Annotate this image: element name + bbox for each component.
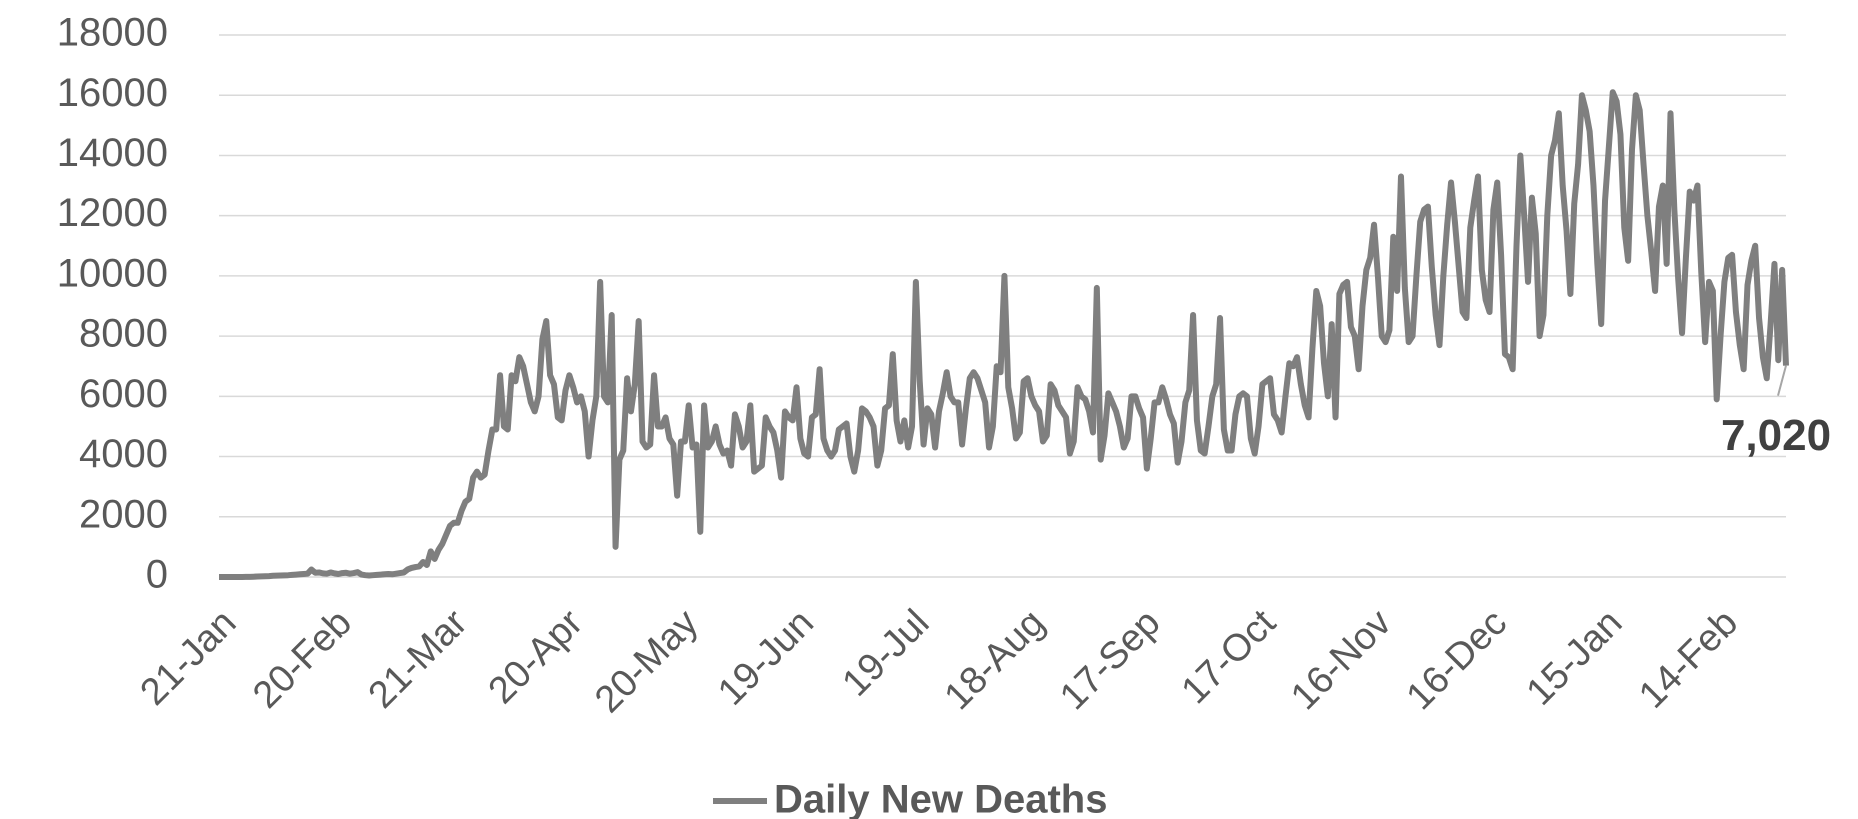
y-tick-label: 0 <box>146 553 168 597</box>
x-tick-label: 21-Jan <box>133 602 245 714</box>
x-tick-label: 14-Feb <box>1631 602 1746 717</box>
leader-line <box>1777 365 1787 396</box>
y-tick-label: 12000 <box>57 191 168 235</box>
y-tick-label: 14000 <box>57 131 168 175</box>
x-tick-label: 20-Apr <box>481 602 592 713</box>
y-tick-label: 18000 <box>57 11 168 55</box>
y-tick-label: 2000 <box>79 492 168 536</box>
data-label: 7,020 <box>1721 411 1831 460</box>
x-tick-label: 20-May <box>587 602 706 721</box>
y-tick-label: 10000 <box>57 251 168 295</box>
x-tick-label: 16-Dec <box>1399 602 1515 718</box>
y-tick-label: 4000 <box>79 432 168 476</box>
legend-label: Daily New Deaths <box>774 778 1107 819</box>
x-tick-label: 21-Mar <box>361 602 476 717</box>
x-tick-label: 16-Nov <box>1283 602 1399 718</box>
x-tick-label: 17-Oct <box>1174 601 1285 712</box>
x-tick-label: 19-Jul <box>835 602 938 705</box>
x-tick-label: 19-Jun <box>710 602 822 714</box>
x-tick-label: 15-Jan <box>1519 602 1631 714</box>
data-line <box>219 89 1789 580</box>
y-tick-label: 16000 <box>57 71 168 115</box>
x-tick-label: 18-Aug <box>937 602 1053 718</box>
y-tick-label: 6000 <box>79 372 168 416</box>
y-tick-label: 8000 <box>79 312 168 356</box>
x-tick-label: 20-Feb <box>245 602 360 717</box>
x-tick-label: 17-Sep <box>1052 602 1168 718</box>
